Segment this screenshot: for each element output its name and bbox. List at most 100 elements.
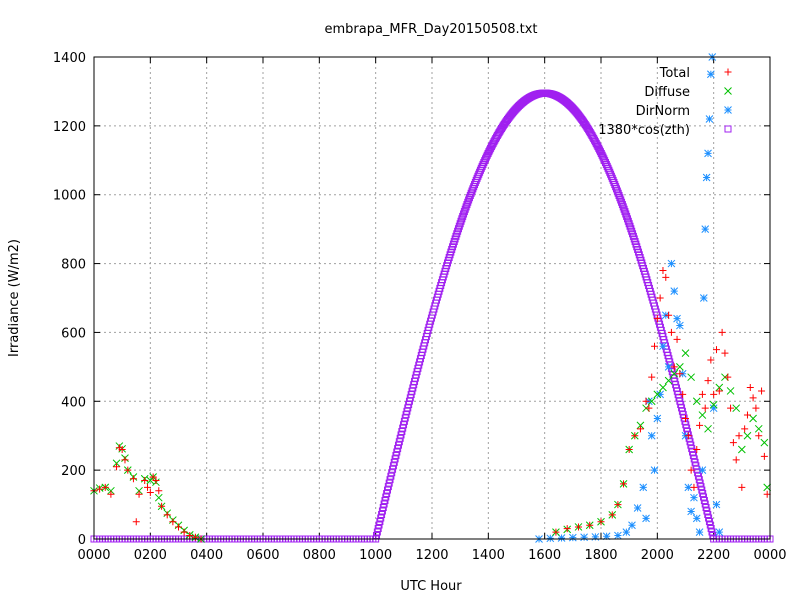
data-point [466,191,474,199]
data-point [617,196,625,204]
data-point [464,198,472,206]
data-point [676,370,684,378]
data-point [613,187,621,195]
data-point [144,483,152,491]
series-0 [90,266,771,543]
data-point [154,493,163,502]
data-point [665,311,673,319]
data-point [650,466,659,474]
data-point [642,397,650,405]
data-point [631,432,639,440]
data-point [712,346,720,354]
data-point [758,387,766,395]
legend-marker [724,68,732,76]
data-point [704,377,712,385]
data-point [639,483,648,492]
series-1 [90,349,772,543]
data-point [645,404,653,412]
data-point [754,424,763,433]
data-point [727,404,735,412]
data-point [738,483,746,491]
data-point [615,191,623,199]
y-tick-label: 600 [61,326,86,341]
data-point [568,533,577,542]
y-tick-label: 1000 [53,189,86,204]
data-point [653,414,662,423]
data-point [760,452,768,460]
data-point [608,511,616,519]
data-point [743,431,752,440]
legend-label: Diffuse [644,85,690,100]
data-point [113,463,121,471]
data-point [707,356,715,364]
data-point [465,196,473,204]
data-point [692,397,701,406]
x-tick-label: 0600 [246,548,279,563]
data-point [121,456,129,464]
data-point [614,189,622,197]
data-point [467,189,475,197]
x-tick-label: 1600 [528,548,561,563]
data-point [662,273,670,281]
data-point [107,490,115,498]
data-point [721,349,729,357]
data-point [690,493,698,502]
legend: Total Diffuse DirNorm 1380*cos(zth) [598,66,732,138]
data-point [552,528,560,536]
data-point [715,528,724,536]
data-point [726,387,735,395]
data-point [698,411,707,419]
data-point [623,215,631,223]
data-point [709,400,718,409]
legend-marker [724,125,732,133]
data-point [460,210,468,218]
data-point [664,376,673,385]
y-tick-label: 1200 [53,120,86,135]
data-point [622,528,631,536]
data-point [124,466,132,474]
data-point [614,501,622,509]
grid-lines [94,57,770,539]
data-point [624,217,632,225]
data-point [463,201,471,209]
x-tick-label: 1800 [584,548,617,563]
data-point [129,475,137,483]
data-point [465,194,473,202]
data-point [616,194,624,202]
data-point [676,321,684,330]
data-point [673,335,681,343]
data-point [647,431,656,440]
data-point [746,384,754,392]
data-point [132,518,140,526]
data-point [623,212,631,220]
data-point [737,445,746,454]
data-point [732,456,740,464]
data-point [618,201,626,209]
y-tick-label: 1400 [53,51,86,66]
data-point [704,424,712,433]
data-point [687,466,695,474]
data-point [755,432,763,440]
plot-frame [93,56,771,540]
data-point [684,483,693,492]
legend-label: 1380*cos(zth) [598,123,690,138]
data-point [602,532,611,541]
data-point [597,518,605,526]
y-tick-label: 200 [61,464,86,479]
data-point [135,490,143,498]
legend-marker [724,87,732,95]
y-axis-label: Irradiance (W/m2) [7,239,22,357]
data-point [760,438,769,447]
data-point [580,533,588,542]
x-tick-label: 0400 [190,548,223,563]
data-point [710,390,718,398]
data-point [712,500,721,509]
data-point [705,115,714,123]
data-point [456,220,464,228]
x-tick-label: 0000 [77,548,110,563]
data-point [628,521,636,530]
data-point [546,534,555,543]
y-tick-label: 800 [61,258,86,273]
x-tick-label: 1400 [472,548,505,563]
data-point [648,373,656,381]
